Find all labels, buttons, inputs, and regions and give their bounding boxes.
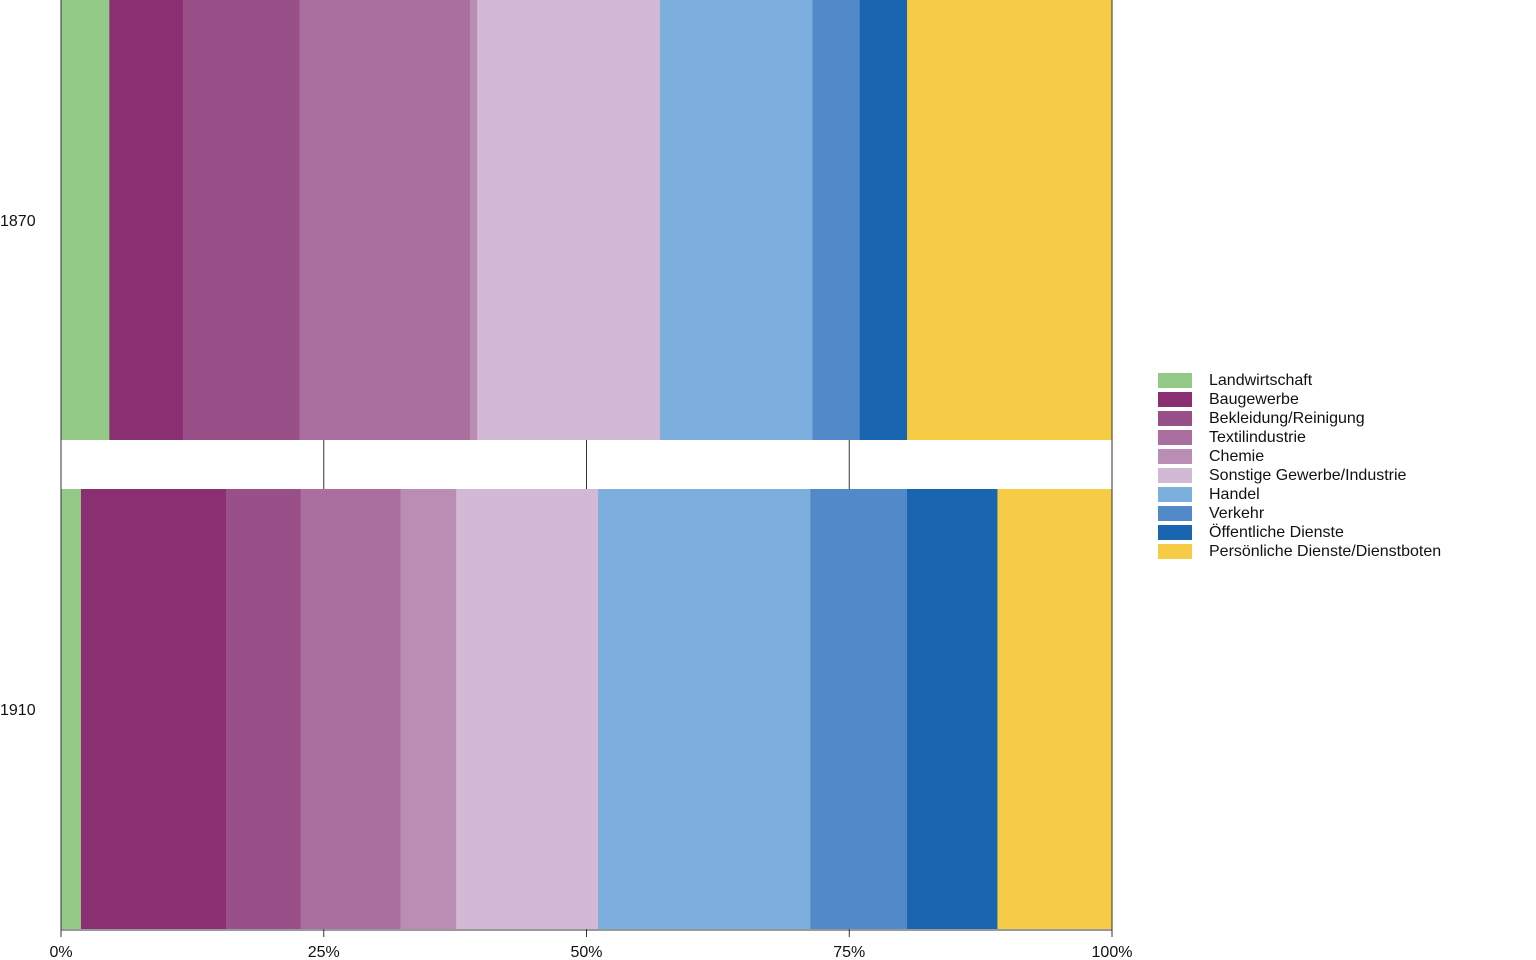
bar-segment (997, 489, 1113, 929)
bar-segment (182, 0, 301, 440)
legend-item: Chemie (1158, 447, 1441, 466)
category-label: 1910 (0, 702, 36, 719)
legend-item: Bekleidung/Reinigung (1158, 409, 1441, 428)
legend: Landwirtschaft Baugewerbe Bekleidung/Reini… (1158, 371, 1441, 561)
bar-segment (456, 489, 599, 929)
bar-segment (469, 0, 478, 440)
stacked-bar-chart: 0% 25% 50% 75% 100% 1870 1910 (0, 0, 1132, 960)
legend-label: Textilindustrie (1209, 429, 1306, 446)
legend-label: Öffentliche Dienste (1209, 524, 1344, 541)
bar-segment (109, 0, 184, 440)
bar-segment (812, 0, 861, 440)
legend-label: Handel (1209, 486, 1260, 503)
x-axis: 0% 25% 50% 75% 100% (49, 0, 1132, 960)
legend-swatch (1158, 487, 1192, 502)
legend-label: Landwirtschaft (1209, 372, 1313, 389)
legend-item: Baugewerbe (1158, 390, 1441, 409)
x-tick-label: 100% (1092, 944, 1133, 960)
legend-item: Öffentliche Dienste (1158, 523, 1441, 542)
bar-segment (226, 489, 302, 929)
bar-segment (61, 0, 110, 440)
legend-label: Verkehr (1209, 505, 1265, 522)
legend-item: Persönliche Dienste/Dienstboten (1158, 542, 1441, 561)
x-tick-label: 75% (833, 944, 865, 960)
x-tick-label: 25% (308, 944, 340, 960)
legend-item: Verkehr (1158, 504, 1441, 523)
legend-swatch (1158, 525, 1192, 540)
bar-segment (907, 489, 998, 929)
bar-segment (598, 489, 811, 929)
bar-segment (300, 489, 401, 929)
bar-segment (907, 0, 1113, 440)
y-axis: 1870 1910 (0, 213, 36, 719)
legend-item: Sonstige Gewerbe/Industrie (1158, 466, 1441, 485)
x-tick-label: 50% (570, 944, 602, 960)
legend-swatch (1158, 449, 1192, 464)
legend-swatch (1158, 506, 1192, 521)
legend-label: Sonstige Gewerbe/Industrie (1209, 467, 1407, 484)
x-tick-label: 0% (49, 944, 72, 960)
bar-segment (477, 0, 661, 440)
legend-item: Handel (1158, 485, 1441, 504)
legend-label: Baugewerbe (1209, 391, 1299, 408)
bar-segment (810, 489, 908, 929)
bar-segment (400, 489, 457, 929)
bar-segment (859, 0, 908, 440)
legend-swatch (1158, 373, 1192, 388)
category-label: 1870 (0, 213, 36, 230)
legend-item: Landwirtschaft (1158, 371, 1441, 390)
legend-label: Chemie (1209, 448, 1265, 465)
legend-swatch (1158, 468, 1192, 483)
legend-label: Bekleidung/Reinigung (1209, 410, 1365, 427)
bars-layer (60, 0, 1113, 930)
legend-swatch (1158, 430, 1192, 445)
legend-swatch (1158, 544, 1192, 559)
legend-item: Textilindustrie (1158, 428, 1441, 447)
legend-swatch (1158, 392, 1192, 407)
legend-label: Persönliche Dienste/Dienstboten (1209, 543, 1442, 560)
bar-segment (80, 489, 227, 929)
bar-segment (299, 0, 471, 440)
bar-segment (61, 489, 82, 929)
legend-swatch (1158, 411, 1192, 426)
bar-segment (660, 0, 813, 440)
